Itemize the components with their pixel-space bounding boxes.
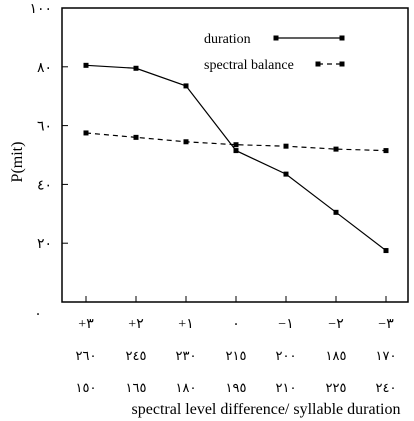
x-tick-label-level: +١ bbox=[178, 317, 193, 332]
plot-border bbox=[61, 7, 409, 303]
data-point bbox=[233, 142, 239, 148]
series-layer bbox=[83, 62, 389, 254]
x-tick-label-row3: ١٨٠ bbox=[176, 381, 197, 396]
y-tick-label: ۱۰۰ bbox=[29, 2, 52, 17]
x-tick-label-level: −١ bbox=[278, 317, 293, 332]
data-point bbox=[333, 146, 339, 152]
x-tick-label-row3: ١٥٠ bbox=[76, 381, 97, 396]
x-tick-label-row2: ١٧٠ bbox=[376, 349, 397, 364]
x-tick-label-row2: ٢٠٠ bbox=[276, 349, 297, 364]
legend-swatch-marker bbox=[315, 61, 321, 67]
x-tick-label-level: +٢ bbox=[128, 317, 143, 332]
legend-swatch-marker bbox=[339, 35, 345, 41]
data-point bbox=[283, 171, 289, 177]
x-tick-label-level: −٣ bbox=[378, 317, 394, 332]
origin-mark: ٠ bbox=[34, 307, 42, 322]
series-line-1 bbox=[85, 132, 387, 152]
x-tick-label-row3: ١٩٥ bbox=[226, 381, 247, 396]
data-point bbox=[383, 248, 389, 254]
x-tick-label-row2: ٢٦٠ bbox=[76, 349, 97, 364]
x-tick-label-level: +٣ bbox=[78, 317, 94, 332]
data-point bbox=[133, 134, 139, 140]
data-point bbox=[133, 65, 139, 71]
legend-swatch-marker bbox=[339, 61, 345, 67]
data-point bbox=[233, 148, 239, 154]
data-point bbox=[383, 148, 389, 154]
x-tick-label-row3: ٢٤٠ bbox=[376, 381, 397, 396]
x-tick-label-level: −٢ bbox=[328, 317, 343, 332]
data-point bbox=[183, 83, 189, 89]
data-point bbox=[83, 130, 89, 136]
x-tick-label-level: ٠ bbox=[232, 317, 240, 332]
plot-frame bbox=[61, 7, 409, 303]
y-tick-label: ٤۰ bbox=[37, 178, 52, 193]
x-tick-label-row2: ٢٣٠ bbox=[176, 349, 197, 364]
data-point bbox=[333, 209, 339, 215]
x-tick-label-row2: ٢١٥ bbox=[226, 349, 247, 364]
legend: duration spectral balance bbox=[204, 32, 345, 73]
legend-label: duration bbox=[204, 32, 251, 47]
x-tick-label-row2: ٢٤٥ bbox=[126, 349, 147, 364]
x-axis-label: spectral level difference/ syllable dura… bbox=[132, 401, 401, 418]
y-tick-label: ۸۰ bbox=[37, 61, 52, 76]
x-tick-label-row2: ١٨٥ bbox=[326, 349, 347, 364]
y-tick-label: ۲۰ bbox=[37, 237, 52, 252]
x-axis: +٣ +٢ +١ ٠ −١ −٢ −٣ ٢٦٠ ٢٤٥ ٢٣٠ ٢١٥ ٢٠٠ ١٨٥ ١٧٠ ١٥٠ ١٦٥… bbox=[76, 296, 397, 396]
legend-label: spectral balance bbox=[204, 58, 294, 73]
y-axis: ۲۰ ٤۰ ٦۰ ۸۰ ۱۰۰ bbox=[29, 2, 68, 252]
y-tick-label: ٦۰ bbox=[37, 120, 52, 135]
y-axis-label: P(mit) bbox=[9, 142, 26, 183]
x-tick-label-row3: ١٦٥ bbox=[126, 381, 147, 396]
x-tick-label-row3: ٢٢٥ bbox=[326, 381, 347, 396]
series-line-0 bbox=[85, 64, 387, 252]
data-point bbox=[83, 62, 89, 68]
data-point bbox=[183, 139, 189, 145]
data-point bbox=[283, 143, 289, 149]
x-tick-label-row3: ٢١٠ bbox=[276, 381, 297, 396]
legend-swatch-marker bbox=[273, 35, 279, 41]
